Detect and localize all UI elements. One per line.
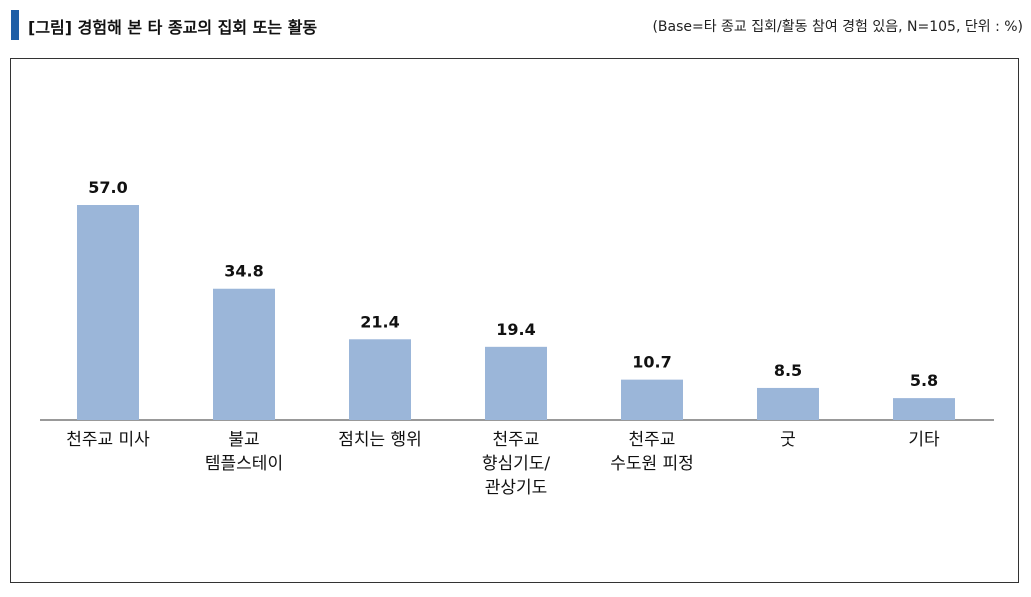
data-label-0: 57.0 [88,178,127,197]
category-label-1-line-1: 템플스테이 [205,454,283,474]
category-label-5: 굿 [780,430,796,450]
category-label-3-line-0: 천주교 [493,430,540,450]
category-label-3-line-2: 관상기도 [485,478,548,498]
category-label-1-line-0: 불교 [228,430,259,450]
bar-4 [621,379,683,420]
bar-3 [485,346,547,420]
data-label-1: 34.8 [224,262,263,281]
bar-6 [893,398,955,420]
category-label-6: 기타 [908,430,940,450]
category-label-4-line-1: 수도원 피정 [610,454,694,474]
bar-0 [77,205,139,420]
data-label-5: 8.5 [774,361,802,380]
data-label-4: 10.7 [632,353,671,372]
data-label-3: 19.4 [496,320,535,339]
figure-title: [그림] 경험해 본 타 종교의 집회 또는 활동 [28,18,318,37]
bar-5 [757,387,819,420]
chart-frame [10,58,1019,583]
bar-1 [213,288,275,420]
category-label-4-line-0: 천주교 [629,430,676,450]
bar-2 [349,339,411,420]
figure-header: [그림] 경험해 본 타 종교의 집회 또는 활동 (Base=타 종교 집회/… [0,0,1031,50]
category-label-0: 천주교 미사 [66,430,150,450]
data-label-6: 5.8 [910,371,938,390]
base-note: (Base=타 종교 집회/활동 참여 경험 있음, N=105, 단위 : %… [652,19,1023,35]
category-label-2: 점치는 행위 [338,430,422,450]
category-label-3-line-1: 향심기도/ [482,454,551,474]
data-label-2: 21.4 [360,312,399,331]
title-accent-bar [11,10,19,40]
